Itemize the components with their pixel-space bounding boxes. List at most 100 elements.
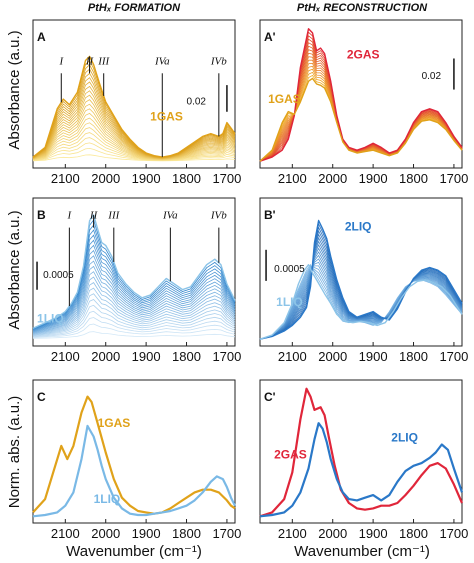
x-tick-label: 2100 xyxy=(278,349,307,364)
panel-b-prime: 0.0005 2LIQ 1LIQ B' 2100 2000 1900 1800 1700 xyxy=(259,197,468,364)
family-trace xyxy=(32,85,236,159)
x-tick-label: 2000 xyxy=(91,526,120,541)
panel-label: C' xyxy=(264,390,276,404)
scale-bar-label: 0.0005 xyxy=(43,270,74,281)
x-tick-label: 1800 xyxy=(399,349,428,364)
x-tick-label: 1700 xyxy=(439,171,468,186)
family-trace xyxy=(259,226,463,340)
family-trace xyxy=(32,304,236,337)
family-trace xyxy=(32,132,236,161)
x-tick-label: 1900 xyxy=(132,171,161,186)
x-tick-label: 1800 xyxy=(172,171,201,186)
family-trace xyxy=(32,255,236,333)
series-label: 2GAS xyxy=(274,448,307,462)
family-trace xyxy=(259,251,463,340)
series-line-1gas xyxy=(32,55,236,158)
x-tick-label: 2000 xyxy=(318,171,347,186)
family-trace xyxy=(32,99,236,160)
ylabel-row-c: Norm. abs. (a.u.) xyxy=(6,396,23,509)
family-trace xyxy=(32,260,236,333)
band-label: III xyxy=(107,210,120,222)
family-trace xyxy=(32,276,236,334)
series-line-1gas xyxy=(259,77,463,162)
family-trace xyxy=(32,90,236,159)
family-trace xyxy=(32,323,236,339)
band-label: I xyxy=(67,210,73,222)
family-trace xyxy=(259,247,463,340)
family-trace xyxy=(32,229,236,330)
panel-label: B xyxy=(37,208,46,222)
family-trace xyxy=(32,317,236,338)
family-trace xyxy=(32,293,236,336)
series-line-1liq xyxy=(32,424,236,518)
panel-label: A' xyxy=(264,30,276,44)
series-line-2gas xyxy=(259,28,463,162)
family-trace xyxy=(259,229,463,340)
x-tick-label: 1700 xyxy=(212,526,241,541)
series-line-1liq xyxy=(32,214,236,329)
x-tick-label: 2000 xyxy=(91,171,120,186)
xlabel-right: Wavenumber (cm⁻¹) xyxy=(294,543,430,560)
family-trace xyxy=(32,112,236,160)
scale-bar-label: 0.02 xyxy=(187,96,207,107)
band-label: IVa xyxy=(154,55,170,67)
panel-c-prime: 2GAS 2LIQ C' 2100 2000 1900 1800 1700 xyxy=(259,379,468,541)
series-label: 1GAS xyxy=(268,92,301,106)
x-tick-label: 1900 xyxy=(132,349,161,364)
x-tick-label: 2100 xyxy=(51,171,80,186)
family-trace xyxy=(32,103,236,160)
x-tick-label: 1800 xyxy=(172,526,201,541)
series-line-2liq xyxy=(259,422,464,518)
panel-a-prime: 0.02 2GAS 1GAS A' 2100 2000 1900 1800 1700 xyxy=(259,19,468,186)
family-trace xyxy=(259,261,463,340)
band-label: IVb xyxy=(210,55,227,67)
family-trace xyxy=(259,267,463,340)
family-trace xyxy=(32,287,236,335)
family-trace xyxy=(32,117,236,160)
x-tick-label: 1700 xyxy=(439,349,468,364)
family-trace xyxy=(32,282,236,335)
panel-label: B' xyxy=(264,208,276,222)
family-trace xyxy=(259,236,463,340)
plot-frame xyxy=(259,19,463,169)
family-trace xyxy=(32,234,236,331)
family-trace xyxy=(32,108,236,160)
family-trace xyxy=(259,265,463,340)
series-line-2gas xyxy=(259,387,464,518)
xlabel-left: Wavenumber (cm⁻¹) xyxy=(66,543,202,560)
family-trace xyxy=(259,52,463,162)
plot-frame xyxy=(32,379,236,524)
scale-bar-label: 0.0005 xyxy=(274,264,305,275)
family-trace xyxy=(32,142,236,161)
family-trace xyxy=(32,64,236,158)
family-trace xyxy=(32,147,236,161)
column-title-formation: PtHₓ FORMATION xyxy=(88,2,181,14)
x-tick-label: 1700 xyxy=(212,171,241,186)
x-tick-label: 1700 xyxy=(212,349,241,364)
family-trace xyxy=(32,271,236,334)
panel-label: A xyxy=(37,30,46,44)
series-label: 2GAS xyxy=(347,47,380,61)
family-trace xyxy=(32,331,236,339)
plot-frame xyxy=(32,19,236,169)
series-label: 1GAS xyxy=(98,416,131,430)
x-tick-label: 1900 xyxy=(132,526,161,541)
family-trace xyxy=(32,244,236,332)
x-tick-label: 1900 xyxy=(359,349,388,364)
series-label: 1LIQ xyxy=(94,492,121,506)
family-trace xyxy=(259,258,463,340)
series-label: 2LIQ xyxy=(391,430,418,444)
family-trace xyxy=(32,81,236,159)
family-trace xyxy=(32,224,236,330)
x-tick-label: 1900 xyxy=(359,171,388,186)
x-tick-label: 1700 xyxy=(439,526,468,541)
column-title-reconstruction: PtHₓ RECONSTRUCTION xyxy=(297,2,428,14)
band-label: II xyxy=(89,210,99,222)
band-label: II xyxy=(85,55,95,67)
family-trace xyxy=(259,240,463,340)
x-tick-label: 2000 xyxy=(318,349,347,364)
family-trace xyxy=(259,244,463,340)
family-trace xyxy=(259,233,463,340)
family-trace xyxy=(32,77,236,159)
x-tick-label: 2000 xyxy=(318,526,347,541)
